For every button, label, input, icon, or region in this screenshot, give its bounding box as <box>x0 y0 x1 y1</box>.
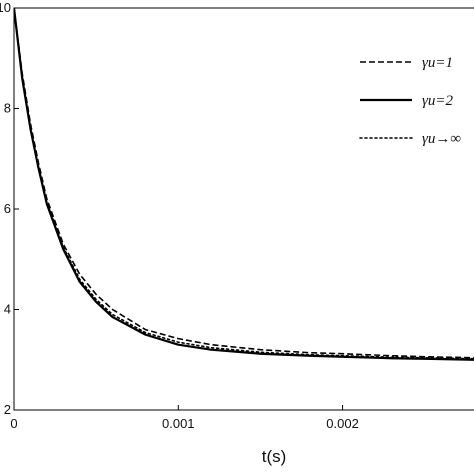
x-axis-title: t(s) <box>262 447 287 466</box>
legend-label-1: γu=1 <box>422 55 453 71</box>
legend: γu=1 γu=2 γu→∞ <box>359 55 461 147</box>
legend-label-2: γu=2 <box>422 93 454 109</box>
y-tick-label: 10 <box>0 0 11 15</box>
x-tick-label: 0 <box>10 416 17 431</box>
y-axis-ticks: 2 4 6 8 10 <box>0 0 19 417</box>
y-tick-label: 6 <box>4 201 11 216</box>
legend-label-3: γu→∞ <box>422 131 461 147</box>
x-tick-label: 0.002 <box>326 416 359 431</box>
series-layer <box>14 8 474 361</box>
series-line-2 <box>14 8 474 361</box>
y-tick-label: 4 <box>4 302 11 317</box>
x-tick-label: 0.001 <box>162 416 195 431</box>
series-line-1 <box>14 8 474 359</box>
y-tick-label: 2 <box>4 402 11 417</box>
y-tick-label: 8 <box>4 101 11 116</box>
plot-frame <box>13 7 474 411</box>
series-line-3 <box>14 8 474 360</box>
